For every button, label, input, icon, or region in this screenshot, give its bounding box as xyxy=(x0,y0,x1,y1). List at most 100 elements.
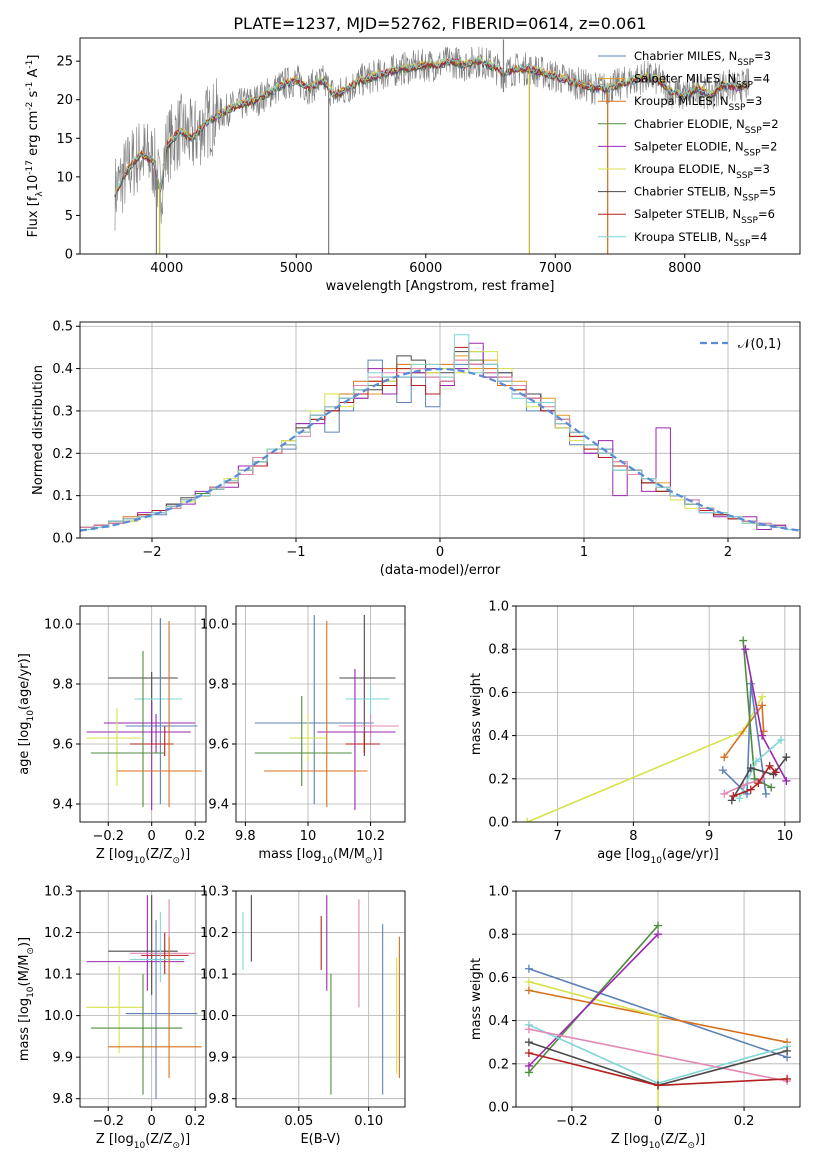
plot-area xyxy=(114,39,750,254)
errorbar-point xyxy=(125,618,198,804)
x-tick-label: 0 xyxy=(654,1114,662,1129)
x-tick-label: 0 xyxy=(148,1114,156,1129)
plot-area xyxy=(254,615,399,810)
errorbar-point xyxy=(86,708,141,786)
panel-mass-vs-Z: −0.2 0 0.2 9.8 9.9 10.0 10.1 10.2 10.3 Z [log10(Z… xyxy=(17,885,207,1151)
x-axis-label: mass [log10(M/M⊙)] xyxy=(258,847,382,866)
x-tick-label: 5000 xyxy=(280,261,313,276)
weight-marker xyxy=(783,1046,792,1055)
y-tick-label: 1.0 xyxy=(488,885,509,900)
weight-marker xyxy=(727,796,736,805)
errorbar-point xyxy=(339,714,399,744)
errorbar-point xyxy=(345,732,380,753)
y-tick-label: 10.2 xyxy=(44,926,73,941)
panel-residuals: −2 −1 0 1 2 0.0 0.1 0.2 0.3 0.4 0.5 (data-model)/er… xyxy=(31,320,801,578)
x-tick-label: 10 xyxy=(777,829,794,844)
y-tick-label: 0.1 xyxy=(52,489,73,504)
y-tick-label: 0.2 xyxy=(52,447,73,462)
y-tick-label: 20 xyxy=(56,93,73,108)
y-tick-label: 9.9 xyxy=(208,1051,229,1066)
y-tick-label: 0.4 xyxy=(488,729,509,744)
weight-marker xyxy=(746,785,755,794)
x-tick-label: 1 xyxy=(580,545,588,560)
y-tick-label: 1.0 xyxy=(488,600,509,615)
normal-curve xyxy=(80,367,800,532)
errorbar-point xyxy=(264,621,368,807)
x-tick-label: −0.2 xyxy=(92,1114,124,1129)
errorbar-point xyxy=(345,684,390,717)
weight-marker xyxy=(758,701,767,710)
plot-area xyxy=(524,921,792,1107)
legend-entry: Chabrier MILES, NSSP=3 xyxy=(634,49,771,68)
x-axis-label: Z [log10(Z/Z⊙)] xyxy=(611,1132,705,1151)
x-tick-label: 0 xyxy=(436,545,444,560)
y-tick-label: 10.2 xyxy=(200,926,229,941)
y-tick-label: 0.8 xyxy=(488,928,509,943)
y-tick-label: 10.1 xyxy=(200,968,229,983)
errorbar-point xyxy=(103,702,196,810)
legend-entry: 𝒩(0,1) xyxy=(738,337,781,352)
y-axis-label: age [log10(age/yr)] xyxy=(17,653,36,775)
legend-entry: Salpeter MILES, NSSP=4 xyxy=(634,72,770,91)
errorbar-point xyxy=(86,895,185,991)
x-tick-label: 0.10 xyxy=(354,1114,383,1129)
legend-entry: Kroupa MILES, NSSP=3 xyxy=(634,94,762,113)
errorbar-point xyxy=(90,651,165,807)
errorbar-point xyxy=(317,669,396,810)
plot-area xyxy=(80,334,800,538)
y-tick-label: 9.8 xyxy=(52,1092,73,1107)
weight-marker xyxy=(729,792,738,801)
plot-frame xyxy=(235,890,406,1108)
weight-marker xyxy=(771,768,780,777)
plot-frame xyxy=(79,37,801,255)
weight-marker xyxy=(524,1049,533,1057)
x-tick-label: 10 xyxy=(300,829,317,844)
y-tick-label: 0.6 xyxy=(488,971,509,986)
plot-frame xyxy=(235,605,406,823)
panel-mass-vs-ebv: 0.05 0.10 9.8 9.9 10.0 10.1 10.2 10.3 E(B-V) xyxy=(200,885,406,1147)
y-tick-label: 10.0 xyxy=(200,618,229,633)
weight-marker xyxy=(758,731,767,740)
x-axis-label: E(B-V) xyxy=(300,1132,340,1147)
weight-marker xyxy=(654,1081,662,1090)
x-tick-label: −1 xyxy=(286,545,305,560)
weight-marker xyxy=(739,636,748,645)
x-axis-label: (data-model)/error xyxy=(380,563,501,578)
panel-weight-vs-Z: −0.2 0 0.2 0.0 0.2 0.4 0.6 0.8 1.0 Z [log10(Z/Z⊙)… xyxy=(469,885,801,1151)
legend-entry: Kroupa ELODIE, NSSP=3 xyxy=(634,162,770,181)
y-axis-label: Normed distribution xyxy=(31,365,46,495)
y-tick-label: 0.3 xyxy=(52,404,73,419)
plot-area xyxy=(86,618,202,810)
y-tick-label: 10.0 xyxy=(44,1009,73,1024)
weight-marker xyxy=(654,930,662,939)
y-tick-label: 10.3 xyxy=(44,885,73,900)
plot-frame xyxy=(515,605,801,823)
errorbar-point xyxy=(108,936,202,1078)
weight-marker xyxy=(720,753,729,762)
histogram-series xyxy=(80,351,800,538)
errorbar-point xyxy=(254,615,374,804)
legend-entry: Chabrier ELODIE, NSSP=2 xyxy=(634,117,779,136)
weight-marker xyxy=(720,789,729,798)
weight-marker xyxy=(782,776,791,785)
y-tick-label: 25 xyxy=(56,55,73,70)
panel-spectrum: 4000 5000 6000 7000 8000 0 5 10 15 20 25 wavelength… xyxy=(25,37,801,294)
x-tick-label: −0.2 xyxy=(556,1114,588,1129)
x-axis-label: wavelength [Angstrom, rest frame] xyxy=(326,279,555,294)
errorbar-point xyxy=(108,895,178,995)
weight-marker xyxy=(777,735,786,744)
y-axis-label: mass weight xyxy=(469,673,484,755)
y-axis-label: Flux [fλ10-17 erg cm-2 s-1 A-1] xyxy=(25,55,45,238)
errorbar-point xyxy=(129,899,196,1008)
errorbar-point xyxy=(86,965,143,1053)
weight-line xyxy=(528,1028,788,1082)
x-tick-label: 7000 xyxy=(539,261,572,276)
plot-frame xyxy=(79,605,207,823)
panel-weight-vs-age: 7 8 9 10 0.0 0.2 0.4 0.6 0.8 1.0 age [log10(age/yr… xyxy=(469,600,801,866)
weight-marker xyxy=(718,766,727,775)
x-axis-label: Z [log10(Z/Z⊙)] xyxy=(96,847,190,866)
x-tick-label: 7 xyxy=(554,829,562,844)
weight-marker xyxy=(741,645,750,654)
y-tick-label: 9.4 xyxy=(208,798,229,813)
